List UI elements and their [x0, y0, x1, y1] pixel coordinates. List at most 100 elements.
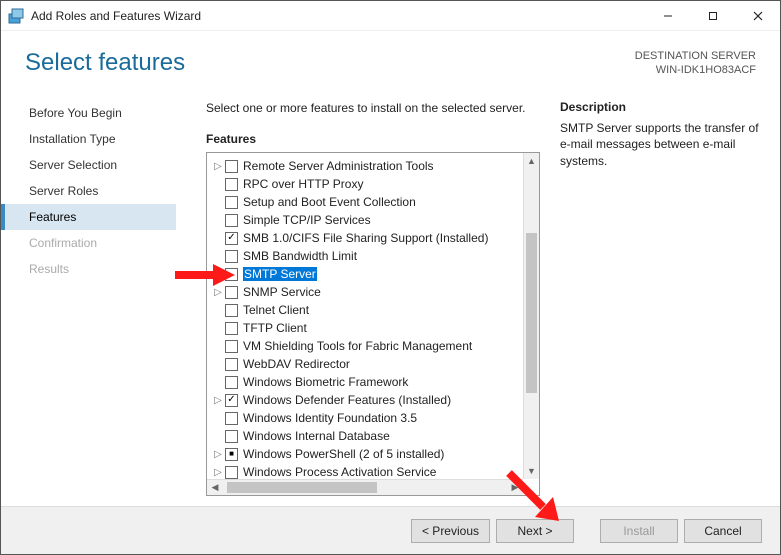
feature-label: Remote Server Administration Tools [243, 159, 434, 173]
feature-item[interactable]: Windows Biometric Framework [207, 373, 539, 391]
next-button[interactable]: Next > [496, 519, 574, 543]
feature-label: Windows Process Activation Service [243, 465, 436, 479]
description-column: Description SMTP Server supports the tra… [560, 100, 760, 496]
maximize-button[interactable] [690, 1, 735, 31]
app-icon [7, 7, 25, 25]
expand-icon[interactable]: ▷ [211, 287, 225, 298]
destination-server: WIN-IDK1HO83ACF [635, 63, 756, 77]
feature-label: TFTP Client [243, 321, 307, 335]
page-title: Select features [25, 49, 185, 77]
main-area: Select one or more features to install o… [176, 90, 780, 506]
body: Before You BeginInstallation TypeServer … [1, 90, 780, 506]
feature-label: WebDAV Redirector [243, 357, 350, 371]
description-text: SMTP Server supports the transfer of e-m… [560, 120, 760, 170]
vertical-scroll-thumb[interactable] [526, 233, 537, 393]
install-button[interactable]: Install [600, 519, 678, 543]
feature-label: Windows Internal Database [243, 429, 390, 443]
feature-checkbox[interactable] [225, 304, 238, 317]
feature-item[interactable]: Simple TCP/IP Services [207, 211, 539, 229]
feature-checkbox[interactable] [225, 268, 238, 281]
expand-icon[interactable]: ▷ [211, 467, 225, 478]
feature-checkbox[interactable] [225, 322, 238, 335]
feature-item[interactable]: WebDAV Redirector [207, 355, 539, 373]
feature-item[interactable]: ▷ Remote Server Administration Tools [207, 157, 539, 175]
feature-label: Windows Biometric Framework [243, 375, 408, 389]
sidebar-item-installation-type[interactable]: Installation Type [1, 126, 176, 152]
feature-item[interactable]: VM Shielding Tools for Fabric Management [207, 337, 539, 355]
feature-checkbox[interactable] [225, 358, 238, 371]
scroll-right-arrow[interactable]: ▶ [507, 480, 523, 495]
sidebar-item-before-you-begin[interactable]: Before You Begin [1, 100, 176, 126]
feature-label: SNMP Service [243, 285, 321, 299]
feature-item[interactable]: ▷ Windows Defender Features (Installed) [207, 391, 539, 409]
footer: < Previous Next > Install Cancel [1, 506, 780, 554]
feature-checkbox[interactable] [225, 250, 238, 263]
feature-item[interactable]: RPC over HTTP Proxy [207, 175, 539, 193]
scroll-left-arrow[interactable]: ◀ [207, 480, 223, 495]
vertical-scrollbar[interactable]: ▲ ▼ [523, 153, 539, 479]
horizontal-scroll-thumb[interactable] [227, 482, 377, 493]
features-listbox[interactable]: ▷ Remote Server Administration Tools RPC o… [206, 152, 540, 496]
wizard-sidebar: Before You BeginInstallation TypeServer … [1, 90, 176, 506]
feature-label: SMB 1.0/CIFS File Sharing Support (Insta… [243, 231, 488, 245]
sidebar-item-confirmation: Confirmation [1, 230, 176, 256]
scroll-down-arrow[interactable]: ▼ [524, 463, 539, 479]
horizontal-scrollbar[interactable]: ◀ ▶ [207, 479, 523, 495]
feature-label: Windows Identity Foundation 3.5 [243, 411, 417, 425]
feature-item[interactable]: ▷ Windows PowerShell (2 of 5 installed) [207, 445, 539, 463]
scroll-up-arrow[interactable]: ▲ [524, 153, 539, 169]
wizard-window: Add Roles and Features Wizard Select fea… [0, 0, 781, 555]
feature-label: SMB Bandwidth Limit [243, 249, 357, 263]
sidebar-item-features[interactable]: Features [1, 204, 176, 230]
feature-item[interactable]: Windows Identity Foundation 3.5 [207, 409, 539, 427]
feature-checkbox[interactable] [225, 232, 238, 245]
instruction-text: Select one or more features to install o… [206, 100, 540, 117]
feature-checkbox[interactable] [225, 286, 238, 299]
sidebar-item-server-roles[interactable]: Server Roles [1, 178, 176, 204]
titlebar: Add Roles and Features Wizard [1, 1, 780, 31]
feature-item[interactable]: SMTP Server [207, 265, 539, 283]
window-title: Add Roles and Features Wizard [31, 9, 201, 23]
feature-label: SMTP Server [243, 267, 317, 281]
sidebar-item-results: Results [1, 256, 176, 282]
feature-label: RPC over HTTP Proxy [243, 177, 363, 191]
feature-checkbox[interactable] [225, 466, 238, 479]
feature-item[interactable]: Windows Internal Database [207, 427, 539, 445]
feature-checkbox[interactable] [225, 178, 238, 191]
minimize-button[interactable] [645, 1, 690, 31]
feature-checkbox[interactable] [225, 412, 238, 425]
cancel-button[interactable]: Cancel [684, 519, 762, 543]
feature-label: Simple TCP/IP Services [243, 213, 371, 227]
header: Select features DESTINATION SERVER WIN-I… [1, 31, 780, 90]
destination-info: DESTINATION SERVER WIN-IDK1HO83ACF [635, 49, 756, 78]
feature-item[interactable]: Telnet Client [207, 301, 539, 319]
feature-item[interactable]: ▷ SNMP Service [207, 283, 539, 301]
feature-item[interactable]: Setup and Boot Event Collection [207, 193, 539, 211]
close-button[interactable] [735, 1, 780, 31]
sidebar-item-server-selection[interactable]: Server Selection [1, 152, 176, 178]
previous-button[interactable]: < Previous [411, 519, 490, 543]
feature-label: Windows PowerShell (2 of 5 installed) [243, 447, 444, 461]
feature-checkbox[interactable] [225, 214, 238, 227]
feature-checkbox[interactable] [225, 430, 238, 443]
feature-checkbox[interactable] [225, 376, 238, 389]
feature-checkbox[interactable] [225, 340, 238, 353]
feature-item[interactable]: SMB Bandwidth Limit [207, 247, 539, 265]
expand-icon[interactable]: ▷ [211, 161, 225, 172]
features-column: Select one or more features to install o… [206, 100, 540, 496]
feature-item[interactable]: SMB 1.0/CIFS File Sharing Support (Insta… [207, 229, 539, 247]
feature-label: Setup and Boot Event Collection [243, 195, 416, 209]
destination-label: DESTINATION SERVER [635, 49, 756, 63]
feature-checkbox[interactable] [225, 448, 238, 461]
expand-icon[interactable]: ▷ [211, 449, 225, 460]
feature-checkbox[interactable] [225, 196, 238, 209]
feature-label: Telnet Client [243, 303, 309, 317]
features-label: Features [206, 132, 540, 146]
description-label: Description [560, 100, 760, 114]
feature-checkbox[interactable] [225, 160, 238, 173]
feature-checkbox[interactable] [225, 394, 238, 407]
feature-label: VM Shielding Tools for Fabric Management [243, 339, 472, 353]
feature-item[interactable]: TFTP Client [207, 319, 539, 337]
expand-icon[interactable]: ▷ [211, 395, 225, 406]
feature-label: Windows Defender Features (Installed) [243, 393, 451, 407]
